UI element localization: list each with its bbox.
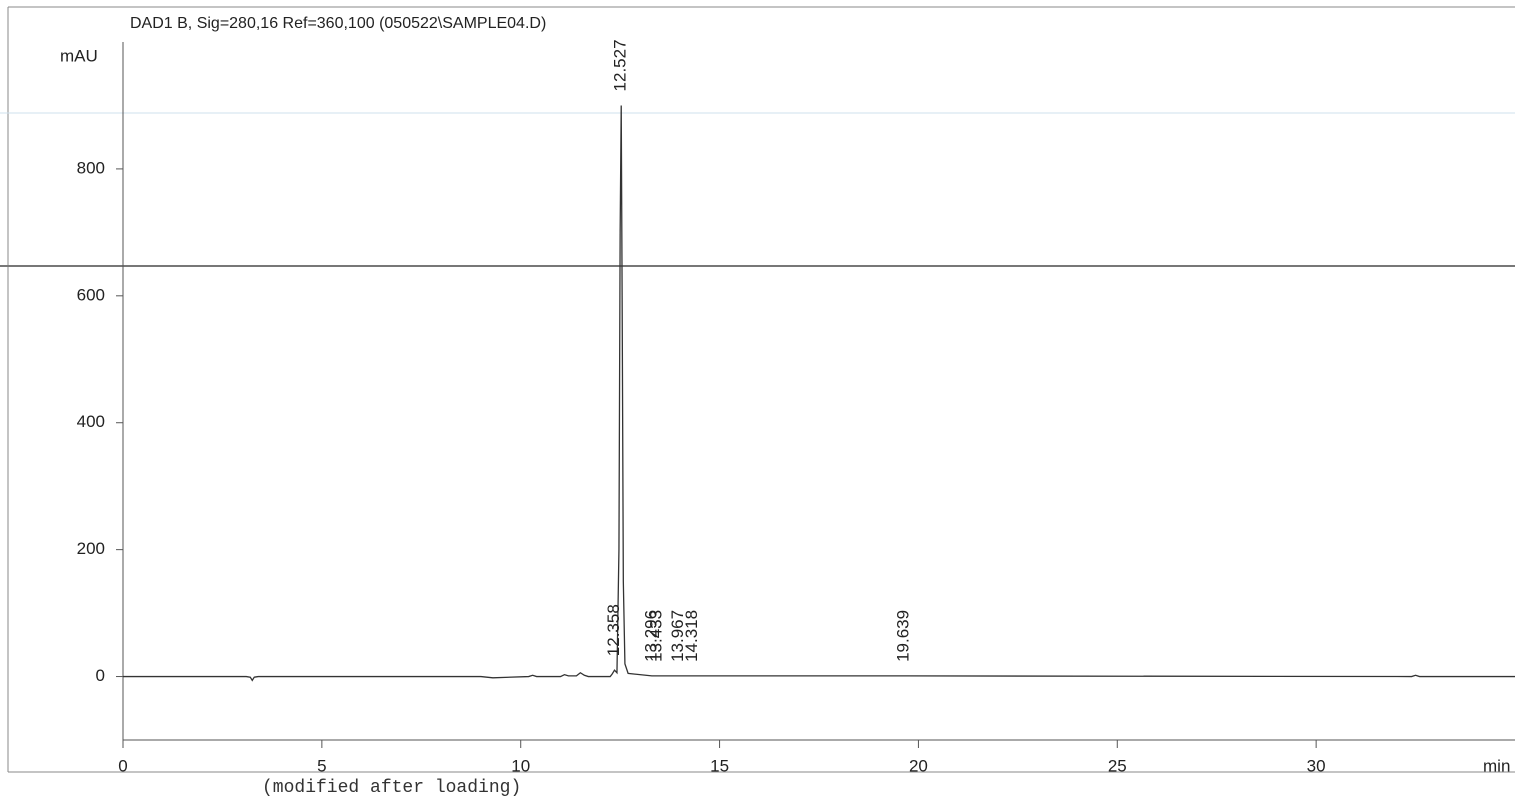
peak-label: 12.358 bbox=[604, 604, 623, 656]
y-tick-label: 600 bbox=[77, 285, 105, 304]
peak-label: 12.527 bbox=[611, 39, 630, 91]
peak-label: 13.967 bbox=[668, 610, 687, 662]
x-tick-label: 10 bbox=[511, 756, 530, 775]
chart-title: DAD1 B, Sig=280,16 Ref=360,100 (050522\S… bbox=[130, 15, 546, 32]
x-tick-label: 15 bbox=[710, 756, 729, 775]
peak-label: 19.639 bbox=[894, 610, 913, 662]
x-tick-label: 25 bbox=[1108, 756, 1127, 775]
x-tick-label: 30 bbox=[1307, 756, 1326, 775]
x-tick-label: 20 bbox=[909, 756, 928, 775]
y-tick-label: 400 bbox=[77, 412, 105, 431]
footer-note: (modified after loading) bbox=[262, 778, 521, 796]
peak-label: 14.318 bbox=[682, 610, 701, 662]
y-tick-label: 800 bbox=[77, 158, 105, 177]
peak-label: 13.296 bbox=[641, 610, 660, 662]
y-tick-label: 200 bbox=[77, 539, 105, 558]
y-axis-label: mAU bbox=[60, 46, 98, 65]
signal-trace bbox=[123, 105, 1515, 682]
x-tick-label: 5 bbox=[317, 756, 326, 775]
y-tick-label: 0 bbox=[96, 666, 105, 685]
x-tick-label: 0 bbox=[118, 756, 127, 775]
peak-label: 13.433 bbox=[647, 610, 666, 662]
x-axis-label: min bbox=[1483, 756, 1510, 775]
